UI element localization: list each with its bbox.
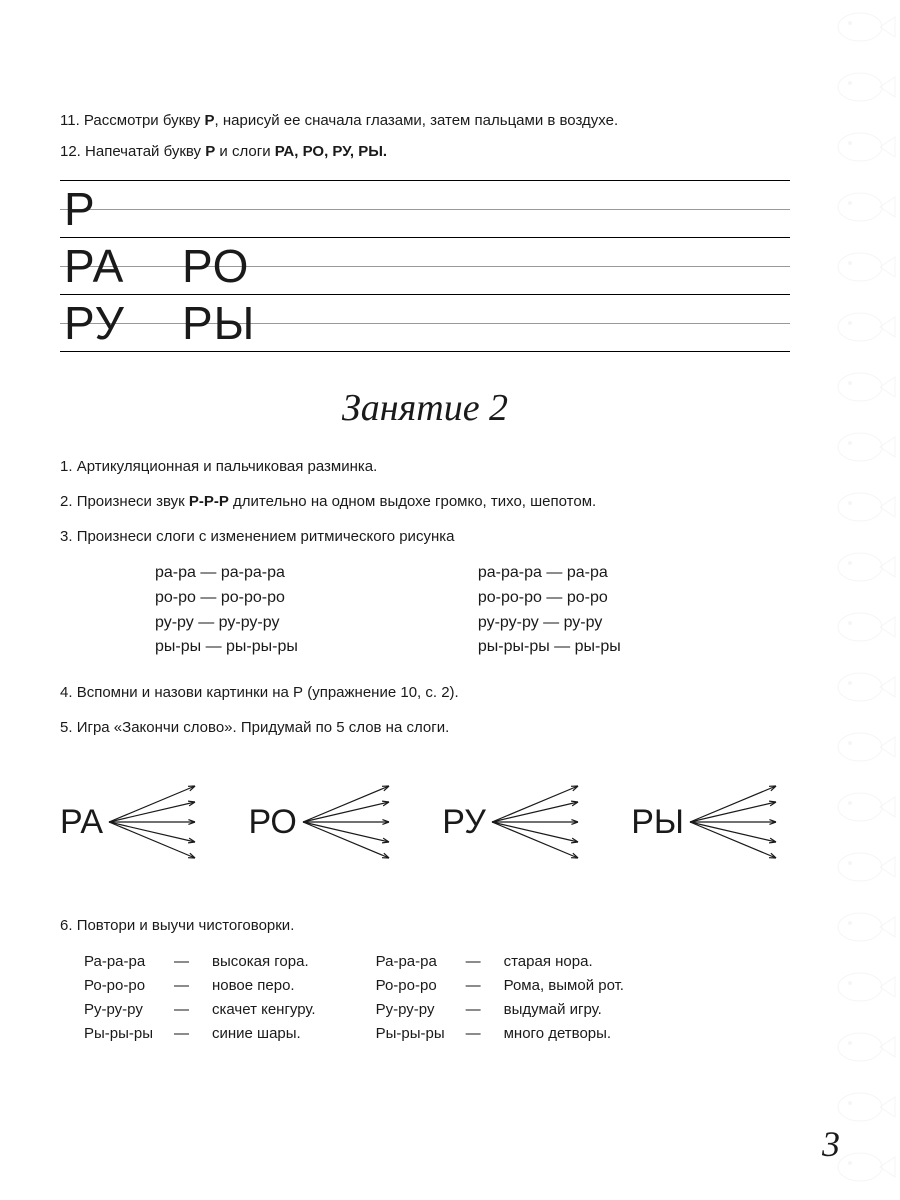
decorative-watermark: (function(){ var wm = document.currentSc…	[830, 0, 900, 1200]
twister-prefix: Ра-ра-ра	[84, 950, 174, 974]
twister-prefix: Ру-ру-ру	[84, 998, 174, 1022]
syllable-rhythm-block: ра-ра — ра-ра-раро-ро — ро-ро-рору-ру — …	[60, 561, 790, 660]
lesson-item-2: 2. Произнеси звук Р-Р-Р длительно на одн…	[60, 491, 790, 512]
twister-text: много детворы.	[504, 1022, 612, 1046]
twister-dash: —	[466, 974, 504, 998]
item-num: 3.	[60, 528, 73, 545]
syllable-line: ры-ры-ры — ры-ры	[478, 635, 621, 660]
twister-dash: —	[174, 950, 212, 974]
syllable-line: ру-ру-ру — ру-ру	[478, 611, 621, 636]
twister-dash: —	[466, 950, 504, 974]
twister-dash: —	[174, 1022, 212, 1046]
twister-text: синие шары.	[212, 1022, 301, 1046]
ex-mid: и слоги	[215, 143, 275, 160]
item-num: 5.	[60, 719, 73, 736]
twister-prefix: Ро-ро-ро	[84, 974, 174, 998]
exercise-11: 11. Рассмотри букву Р, нарисуй ее сначал…	[60, 110, 790, 131]
twister-text: выдумай игру.	[504, 998, 602, 1022]
fan-item: РО	[248, 780, 392, 865]
twister-text: скачет кенгуру.	[212, 998, 316, 1022]
syllable-line: ро-ро — ро-ро-ро	[155, 586, 298, 611]
fan-label: РО	[248, 803, 296, 842]
syllable-line: ру-ру — ру-ру-ру	[155, 611, 298, 636]
twister-text: высокая гора.	[212, 950, 309, 974]
exercise-12: 12. Напечатай букву Р и слоги РА, РО, РУ…	[60, 141, 790, 162]
twister-row: Ро-ро-ро—Рома, вымой рот.	[376, 974, 624, 998]
writing-line-1: Р	[60, 180, 790, 238]
fan-label: РА	[60, 803, 103, 842]
item-text: Повтори и выучи чистоговорки.	[77, 917, 295, 934]
twister-dash: —	[466, 1022, 504, 1046]
twister-row: Ру-ру-ру—выдумай игру.	[376, 998, 624, 1022]
fan-item: РЫ	[631, 780, 780, 865]
writing-cell: РА	[64, 239, 182, 293]
twisters-col-right: Ра-ра-ра—старая нора.Ро-ро-ро—Рома, вымо…	[376, 950, 624, 1046]
twister-row: Ры-ры-ры—много детворы.	[376, 1022, 624, 1046]
page-content: 11. Рассмотри букву Р, нарисуй ее сначал…	[0, 0, 850, 1086]
item-num: 4.	[60, 684, 73, 701]
writing-block: Р РАРО РУРЫ	[60, 180, 790, 352]
twister-prefix: Ры-ры-ры	[84, 1022, 174, 1046]
ex-bold: Р	[205, 112, 215, 129]
item-num: 6.	[60, 917, 73, 934]
twister-text: Рома, вымой рот.	[504, 974, 624, 998]
item-post: длительно на одном выдохе громко, тихо, …	[229, 493, 596, 510]
twister-prefix: Ры-ры-ры	[376, 1022, 466, 1046]
syllable-line: ра-ра — ра-ра-ра	[155, 561, 298, 586]
twister-row: Ро-ро-ро—новое перо.	[84, 974, 316, 998]
lesson-item-4: 4. Вспомни и назови картинки на Р (упраж…	[60, 682, 790, 703]
fan-label: РУ	[442, 803, 486, 842]
twister-text: новое перо.	[212, 974, 295, 998]
writing-line-2: РАРО	[60, 237, 790, 295]
item-text: Вспомни и назови картинки на Р (упражнен…	[77, 684, 459, 701]
syllable-line: ро-ро-ро — ро-ро	[478, 586, 621, 611]
item-bold: Р-Р-Р	[189, 493, 229, 510]
item-pre: Произнеси звук	[77, 493, 189, 510]
fan-label: РЫ	[631, 803, 684, 842]
writing-cell: Р	[64, 182, 182, 236]
lesson-title: Занятие 2	[60, 386, 790, 430]
twisters-col-left: Ра-ра-ра—высокая гора.Ро-ро-ро—новое пер…	[84, 950, 316, 1046]
syllable-line: ра-ра-ра — ра-ра	[478, 561, 621, 586]
fan-syllable-row: РА РО РУ РЫ	[60, 752, 790, 915]
twister-dash: —	[174, 998, 212, 1022]
writing-cell: РЫ	[182, 296, 300, 350]
twister-text: старая нора.	[504, 950, 593, 974]
syllable-col-right: ра-ра-ра — ра-раро-ро-ро — ро-рору-ру-ру…	[478, 561, 621, 660]
writing-line-3: РУРЫ	[60, 294, 790, 352]
item-num: 1.	[60, 458, 73, 475]
tongue-twisters-block: Ра-ра-ра—высокая гора.Ро-ро-ро—новое пер…	[60, 950, 790, 1046]
ex-bold: Р	[205, 143, 215, 160]
fan-item: РА	[60, 780, 199, 865]
page-number: 3	[822, 1123, 840, 1165]
twister-row: Ра-ра-ра—высокая гора.	[84, 950, 316, 974]
item-num: 2.	[60, 493, 73, 510]
ex-text: Напечатай букву	[85, 143, 205, 160]
item-text: Игра «Закончи слово». Придумай по 5 слов…	[77, 719, 450, 736]
lesson-item-5: 5. Игра «Закончи слово». Придумай по 5 с…	[60, 717, 790, 738]
lesson-item-3: 3. Произнеси слоги с изменением ритмичес…	[60, 526, 790, 547]
twister-prefix: Ру-ру-ру	[376, 998, 466, 1022]
syllable-line: ры-ры — ры-ры-ры	[155, 635, 298, 660]
lesson-item-1: 1. Артикуляционная и пальчиковая разминк…	[60, 456, 790, 477]
item-text: Произнеси слоги с изменением ритмическог…	[77, 528, 455, 545]
fan-item: РУ	[442, 780, 582, 865]
twister-row: Ру-ру-ру—скачет кенгуру.	[84, 998, 316, 1022]
lesson-item-6: 6. Повтори и выучи чистоговорки.	[60, 915, 790, 936]
twister-prefix: Ро-ро-ро	[376, 974, 466, 998]
syllable-col-left: ра-ра — ра-ра-раро-ро — ро-ро-рору-ру — …	[155, 561, 298, 660]
ex-bold-syllables: РА, РО, РУ, РЫ.	[275, 143, 387, 160]
twister-dash: —	[174, 974, 212, 998]
twister-row: Ра-ра-ра—старая нора.	[376, 950, 624, 974]
twister-prefix: Ра-ра-ра	[376, 950, 466, 974]
ex-num: 11.	[60, 112, 80, 129]
twister-dash: —	[466, 998, 504, 1022]
item-text: Артикуляционная и пальчиковая разминка.	[77, 458, 378, 475]
twister-row: Ры-ры-ры—синие шары.	[84, 1022, 316, 1046]
writing-cell: РО	[182, 239, 300, 293]
ex-after: , нарисуй ее сначала глазами, затем паль…	[215, 112, 619, 129]
writing-cell: РУ	[64, 296, 182, 350]
ex-num: 12.	[60, 143, 81, 160]
ex-text: Рассмотри букву	[84, 112, 205, 129]
